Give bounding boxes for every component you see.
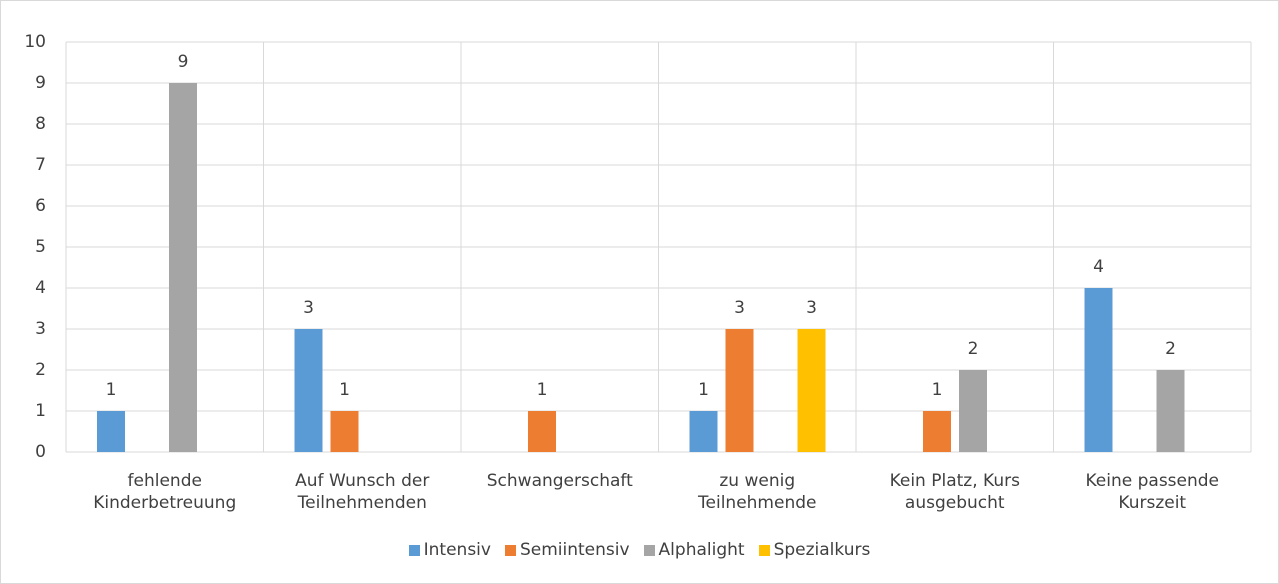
x-tick-label: Keine passende Kurszeit (1085, 471, 1220, 513)
legend-item: Intensiv (408, 540, 491, 560)
data-label: 3 (303, 298, 314, 318)
y-tick-label: 8 (35, 114, 46, 134)
y-tick-label: 6 (35, 196, 46, 216)
legend-swatch (643, 544, 655, 556)
y-tick-label: 7 (35, 155, 46, 175)
legend-label: Alphalight (658, 540, 745, 560)
bar (923, 411, 951, 452)
y-tick-label: 0 (35, 442, 46, 462)
x-tick-label: Kein Platz, Kurs ausgebucht (889, 471, 1020, 513)
bar (959, 370, 987, 452)
bar (528, 411, 556, 452)
data-label: 1 (339, 380, 350, 400)
bar (725, 329, 754, 452)
data-label: 3 (806, 298, 817, 318)
bar (1156, 370, 1185, 452)
bar (1084, 288, 1113, 452)
bar (689, 411, 718, 452)
x-tick-label: Schwangerschaft (486, 471, 633, 491)
legend-swatch (504, 544, 516, 556)
x-tick-label: Auf Wunsch der Teilnehmenden (295, 471, 430, 513)
y-tick-label: 3 (35, 319, 46, 339)
legend-item: Spezialkurs (758, 540, 871, 560)
y-tick-label: 10 (24, 32, 46, 52)
legend-swatch (758, 544, 770, 556)
bar (97, 411, 125, 452)
data-label: 1 (537, 380, 548, 400)
y-tick-label: 5 (35, 237, 46, 257)
data-label: 1 (932, 380, 943, 400)
legend-label: Spezialkurs (773, 540, 871, 560)
legend: Intensiv Semiintensiv Alphalight Spezialkur… (0, 540, 1279, 560)
y-tick-label: 1 (35, 401, 46, 421)
data-label: 9 (178, 52, 189, 72)
bar (330, 411, 359, 452)
data-label: 1 (106, 380, 117, 400)
data-label: 1 (698, 380, 709, 400)
data-label: 2 (1165, 339, 1176, 359)
bar (169, 83, 197, 452)
legend-item: Semiintensiv (504, 540, 630, 560)
legend-swatch (408, 544, 420, 556)
data-label: 2 (968, 339, 979, 359)
data-label: 3 (734, 298, 745, 318)
legend-label: Intensiv (423, 540, 491, 560)
y-tick-label: 4 (35, 278, 46, 298)
bar (294, 329, 323, 452)
legend-item: Alphalight (643, 540, 745, 560)
x-tick-label: fehlende Kinderbetreuung (93, 471, 237, 513)
y-tick-label: 2 (35, 360, 46, 380)
legend-label: Semiintensiv (519, 540, 630, 560)
x-tick-label: zu wenig Teilnehmende (698, 471, 817, 513)
y-tick-label: 9 (35, 73, 46, 93)
data-label: 4 (1093, 257, 1104, 277)
bar (797, 329, 826, 452)
